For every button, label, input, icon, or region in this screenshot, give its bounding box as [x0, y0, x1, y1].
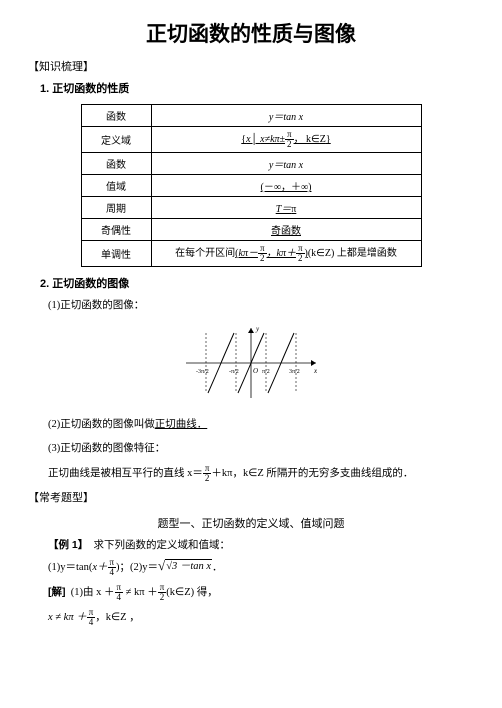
ex12-dot: ．: [212, 562, 223, 573]
ex11-pre: (1)y＝tan: [48, 562, 89, 573]
cell-parity-val: 奇函数: [151, 219, 421, 241]
cell-range-val: (－∞，＋∞): [151, 175, 421, 197]
example-1-items: (1)y＝tan(x＋π4)；(2)y＝√√3 －tan x．: [48, 558, 474, 577]
mono-end: (k∈Z) 上都是增函数: [308, 248, 397, 259]
mono-a2: ，kπ＋: [267, 248, 296, 259]
ex12-pre: ；(2)y＝: [120, 562, 159, 573]
pi4-d2: 4: [115, 593, 124, 602]
page-title: 正切函数的性质与图像: [28, 18, 474, 48]
sub1-header: 1. 正切函数的性质: [40, 80, 474, 96]
pi-d5: 2: [158, 593, 167, 602]
sol2-end: ，k∈Z ，: [95, 612, 139, 623]
tanx2: tan x: [283, 160, 303, 171]
item-2-2: (2)正切函数的图像叫做正切曲线．: [48, 416, 474, 434]
it22-u: 正切曲线．: [155, 419, 208, 430]
it22-pre: (2)正切函数的图像叫做: [48, 419, 155, 430]
dom-k: ， k∈Z: [294, 134, 326, 145]
solution-1-line2: x ≠ kπ ＋π4，k∈Z ，: [48, 608, 474, 627]
cell-mono: 单调性: [81, 241, 151, 267]
cell-range: 值域: [81, 175, 151, 197]
pi-d3: 2: [296, 254, 305, 263]
svg-text:3π/2: 3π/2: [289, 369, 300, 375]
svg-text:x: x: [313, 367, 318, 375]
svg-text:O: O: [253, 367, 258, 375]
qtype1-title: 题型一、正切函数的定义域、值域问题: [28, 515, 474, 531]
sol-lab: [解]: [48, 586, 66, 598]
tanx1: tan x: [283, 112, 303, 123]
dom-mid: x≠kπ±: [260, 134, 285, 145]
item-2-1: (1)正切函数的图像：: [48, 297, 474, 315]
parity-text: 奇函数: [271, 226, 301, 237]
cell-func2: 函数: [81, 153, 151, 175]
ex11-in: x＋: [92, 562, 107, 573]
properties-table: 函数 y＝tan x 定义域 {x│ x≠kπ±π2， k∈Z} 函数 y＝ta…: [81, 104, 422, 267]
cell-period: 周期: [81, 197, 151, 219]
svg-text:-π/2: -π/2: [229, 369, 239, 375]
ytag1: y＝: [269, 112, 283, 123]
pi-d1: 2: [285, 140, 294, 149]
ex1-body: 求下列函数的定义域和值域：: [94, 540, 231, 551]
T-pre: T＝: [276, 204, 292, 215]
item-2-3-body: 正切曲线是被相互平行的直线 x＝π2＋kπ，k∈Z 所隔开的无穷多支曲线组成的．: [48, 464, 474, 483]
sol1-mid: ≠ kπ ＋: [123, 587, 158, 598]
cell-domain: 定义域: [81, 127, 151, 153]
svg-text:-3π/2: -3π/2: [196, 369, 209, 375]
tangent-graph: x y O -π/2 π/2 -3π/2 3π/2: [28, 323, 474, 408]
pi4-d1: 4: [108, 568, 117, 577]
mono-pre: 在每个开区间: [175, 248, 235, 259]
svg-text:π/2: π/2: [262, 369, 270, 375]
knowledge-header: 【知识梳理】: [28, 58, 474, 74]
ytag2: y＝: [269, 160, 283, 171]
cell-mono-val: 在每个开区间(kπ－π2，kπ＋π2)(k∈Z) 上都是增函数: [151, 241, 421, 267]
mono-a1: kπ－: [239, 248, 258, 259]
sol1-end: (k∈Z) 得，: [166, 587, 217, 598]
cell-domain-val: {x│ x≠kπ±π2， k∈Z}: [151, 127, 421, 153]
cell-func2-val: y＝tan x: [151, 153, 421, 175]
cell-func1: 函数: [81, 105, 151, 127]
sol2-pre: x ≠ kπ ＋: [48, 612, 87, 623]
xvar: x: [246, 134, 250, 145]
questions-header: 【常考题型】: [28, 489, 474, 505]
pi4-d3: 4: [87, 618, 96, 627]
T-v: π: [291, 204, 296, 215]
solution-1: [解] (1)由 x ＋π4 ≠ kπ ＋π2(k∈Z) 得，: [48, 583, 474, 602]
i23-pre: 正切曲线是被相互平行的直线 x＝: [48, 468, 203, 479]
i23-mid: ＋kπ，k∈Z 所隔开的无穷多支曲线组成的．: [211, 468, 413, 479]
cell-parity: 奇偶性: [81, 219, 151, 241]
sol1-pre: (1)由 x ＋: [71, 587, 115, 598]
pi-d2: 2: [258, 254, 267, 263]
cell-func1-val: y＝tan x: [151, 105, 421, 127]
item-2-3: (3)正切函数的图像特征：: [48, 440, 474, 458]
ex12-rad: √3 －tan x: [165, 559, 212, 573]
example-1: 【例 1】 求下列函数的定义域和值域：: [48, 537, 474, 552]
cell-period-val: T＝π: [151, 197, 421, 219]
sub2-header: 2. 正切函数的图像: [40, 275, 474, 291]
svg-text:y: y: [255, 325, 260, 333]
range-text: (－∞，＋∞): [261, 182, 312, 193]
ex1-lab: 【例 1】: [48, 539, 88, 551]
